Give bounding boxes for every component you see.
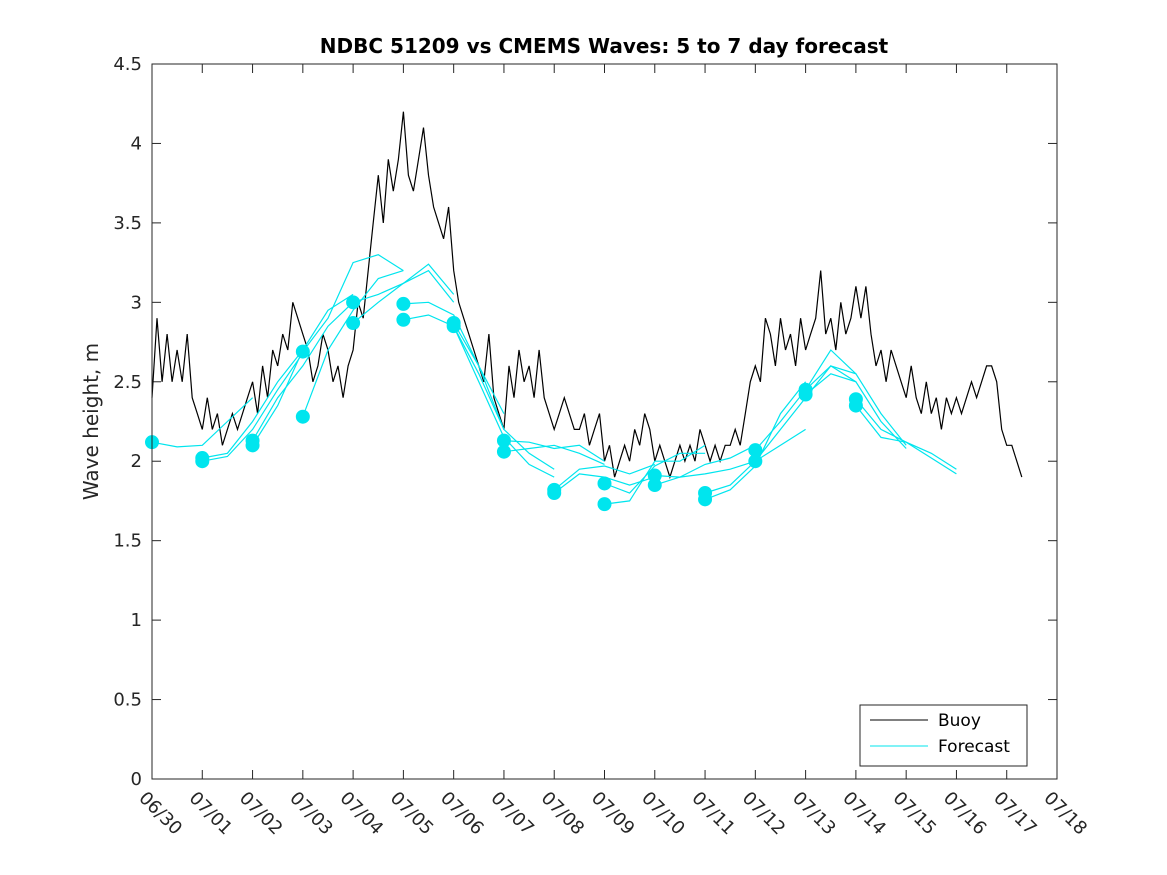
x-tick-label: 07/06: [436, 788, 488, 840]
forecast-start-marker: [346, 315, 361, 330]
legend: Buoy Forecast: [859, 704, 1028, 767]
forecast-start-marker: [597, 497, 612, 512]
x-tick-label: 07/10: [637, 788, 689, 840]
forecast-start-marker: [295, 344, 310, 359]
x-tick-label: 07/09: [587, 788, 639, 840]
forecast-start-marker: [195, 451, 210, 466]
x-tick-label: 07/12: [738, 788, 790, 840]
forecast-start-marker: [798, 387, 813, 402]
forecast-run-line: [855, 405, 957, 475]
forecast-start-marker: [496, 444, 511, 459]
x-tick-label: 07/03: [285, 788, 337, 840]
forecast-start-marker: [547, 486, 562, 500]
y-tick-label: 3.5: [113, 213, 142, 234]
x-tick-label: 07/17: [989, 788, 1041, 840]
x-tick-label: 07/16: [939, 788, 991, 840]
y-tick-label: 3: [131, 292, 142, 313]
forecast-run-line: [553, 463, 656, 491]
forecast-start-marker: [748, 454, 763, 469]
forecast-run-line: [604, 444, 706, 505]
y-tick-label: 1.5: [113, 531, 142, 552]
legend-box: [859, 704, 1028, 767]
x-tick-label: 06/30: [134, 788, 186, 840]
x-tick-label: 07/07: [486, 788, 538, 840]
x-tick-label: 07/18: [1039, 788, 1091, 840]
forecast-run-line: [352, 269, 455, 324]
x-tick-label: 07/13: [788, 788, 840, 840]
forecast-run-line: [503, 440, 605, 462]
y-tick-label: 2.5: [113, 372, 142, 393]
forecast-run-line: [202, 349, 304, 459]
forecast-run-line: [302, 270, 404, 417]
forecast-run-line: [805, 365, 907, 446]
forecast-run-line: [503, 444, 605, 465]
y-axis-label: Wave height, m: [79, 343, 103, 500]
forecast-run-line: [403, 301, 505, 414]
y-tick-label: 2: [131, 451, 142, 472]
y-tick-label: 0.5: [113, 690, 142, 711]
forecast-start-marker: [446, 319, 461, 334]
x-tick-label: 07/14: [838, 788, 890, 840]
x-tick-label: 07/02: [235, 788, 287, 840]
x-tick-label: 07/05: [386, 788, 438, 840]
forecast-start-marker: [848, 398, 863, 413]
x-tick-label: 07/11: [688, 788, 740, 840]
forecast-start-marker: [396, 296, 411, 311]
x-tick-label: 07/15: [889, 788, 941, 840]
forecast-start-marker: [698, 492, 713, 507]
forecast-start-marker: [295, 409, 310, 424]
y-tick-label: 4.5: [113, 54, 142, 75]
legend-buoy-label: Buoy: [938, 711, 981, 731]
y-tick-label: 0: [131, 769, 142, 790]
y-tick-label: 1: [131, 610, 142, 631]
series-layer: [145, 111, 1023, 512]
buoy-series-line: [151, 111, 1023, 480]
forecast-run-line: [302, 254, 404, 352]
forecast-run-line: [805, 373, 907, 449]
plot-area: [152, 64, 1057, 779]
forecast-run-line: [252, 301, 354, 441]
forecast-run-line: [453, 322, 555, 470]
y-axis: 0 0.5 1 1.5 2 2.5 3 3.5 4 4.5: [113, 54, 1057, 790]
forecast-start-marker: [245, 433, 260, 448]
forecast-start-marker: [396, 312, 411, 327]
x-tick-label: 07/08: [537, 788, 589, 840]
x-tick-label: 07/01: [185, 788, 237, 840]
forecast-start-marker: [346, 295, 361, 310]
legend-forecast-label: Forecast: [938, 737, 1010, 757]
forecast-run-line: [202, 352, 304, 462]
chart-title: NDBC 51209 vs CMEMS Waves: 5 to 7 day fo…: [320, 34, 889, 58]
forecast-run-line: [654, 444, 756, 478]
x-tick-label: 07/04: [336, 788, 388, 840]
forecast-run-line: [604, 452, 706, 494]
forecast-start-marker: [647, 478, 662, 493]
plot-frame: [151, 63, 1058, 780]
forecast-run-line: [654, 460, 756, 486]
forecast-run-line: [151, 397, 254, 448]
y-tick-label: 4: [131, 133, 142, 154]
forecast-start-marker: [597, 476, 612, 491]
